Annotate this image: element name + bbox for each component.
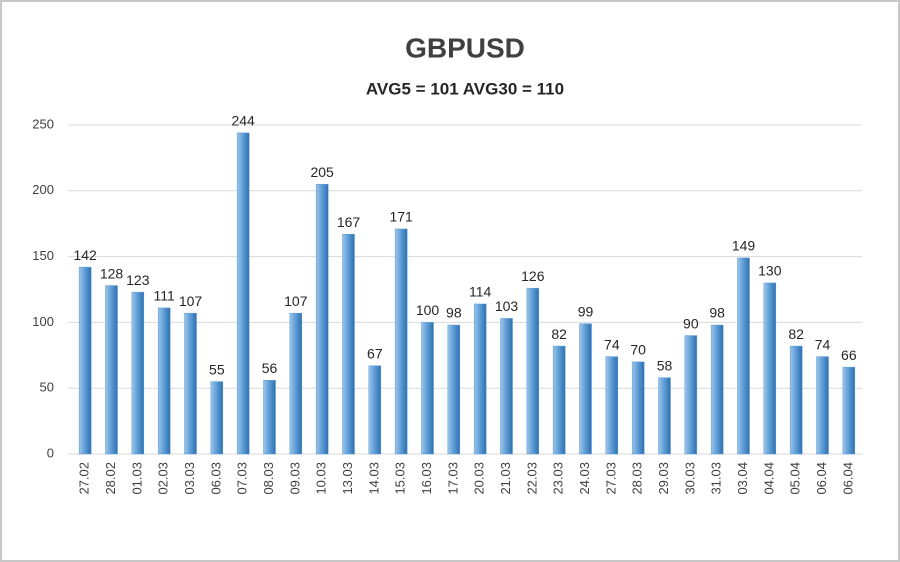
data-label: 98 [446,305,462,321]
bar [447,324,461,455]
y-tick-label: 50 [40,380,54,395]
x-tick-label: 23.03 [551,462,566,495]
data-label: 171 [389,209,413,225]
bar [658,377,671,455]
bar [131,291,145,455]
chart-subtitle: AVG5 = 101 AVG30 = 110 [366,79,564,98]
bar [500,318,513,455]
x-tick-label: 03.03 [182,462,197,495]
chart-title: GBPUSD [405,32,525,63]
bar [816,356,829,455]
x-tick-label: 20.03 [472,462,487,495]
data-label: 70 [630,342,646,358]
y-tick-label: 100 [32,314,54,329]
x-tick-label: 03.04 [735,462,750,495]
x-tick-label: 16.03 [419,462,434,495]
data-label: 100 [416,302,440,318]
data-label: 58 [657,357,673,373]
bar [394,228,408,455]
x-tick-label: 01.03 [129,462,144,495]
bar [710,324,724,455]
bar [289,312,303,455]
x-tick-label: 29.03 [656,462,671,495]
bar [684,335,698,455]
bar [368,365,382,455]
bar [473,303,487,455]
data-label: 82 [551,326,567,342]
y-tick-label: 250 [32,116,54,131]
x-tick-label: 07.03 [235,462,250,495]
bar [263,380,276,455]
data-label: 82 [788,326,804,342]
x-tick-label: 28.03 [630,462,645,495]
bar [763,282,777,455]
bar [552,345,566,455]
bar [842,366,856,455]
x-tick-label: 15.03 [393,462,408,495]
data-label: 142 [73,247,97,263]
x-tick-label: 28.02 [103,462,118,495]
y-tick-label: 150 [32,248,54,263]
data-label: 74 [604,336,620,352]
data-label: 126 [521,268,545,284]
data-label: 111 [154,288,175,304]
x-tick-label: 05.04 [788,462,803,495]
data-label: 67 [367,346,383,362]
data-label: 149 [732,238,756,254]
bar [78,266,92,455]
data-label: 74 [815,336,831,352]
x-tick-label: 21.03 [498,462,513,495]
data-label: 128 [100,265,124,281]
y-tick-label: 200 [32,182,54,197]
data-label: 107 [284,293,308,309]
bar [342,233,355,455]
data-label: 167 [337,214,361,230]
data-label: 114 [469,284,492,300]
x-tick-label: 10.03 [314,462,329,495]
x-tick-label: 06.04 [814,462,829,495]
bar [605,356,619,455]
bar [631,361,645,455]
x-tick-label: 06.04 [840,462,855,495]
data-label: 130 [758,263,782,279]
x-tick-label: 14.03 [366,462,381,495]
x-tick-label: 09.03 [287,462,302,495]
x-tick-label: 24.03 [577,462,592,495]
data-label: 123 [126,272,150,288]
bar [157,307,171,455]
bar [236,132,250,455]
data-label: 205 [310,164,334,180]
x-tick-label: 08.03 [261,462,276,495]
x-tick-label: 22.03 [524,462,539,495]
x-tick-label: 13.03 [340,462,355,495]
data-label: 99 [578,303,594,319]
bar [737,257,750,455]
x-tick-label: 02.03 [156,462,171,495]
data-label: 55 [209,361,225,377]
bar [184,312,197,455]
x-tick-label: 04.04 [761,462,776,495]
x-tick-label: 31.03 [709,462,724,495]
data-label: 56 [262,360,278,376]
data-label: 107 [179,293,203,309]
bar [210,381,224,455]
bar [105,285,118,455]
y-tick-label: 0 [47,445,54,460]
bar [526,287,540,455]
x-tick-label: 06.03 [208,462,223,495]
data-label: 98 [709,305,725,321]
x-tick-label: 27.02 [77,462,92,495]
data-label: 66 [841,347,857,363]
data-label: 244 [231,113,255,129]
data-label: 90 [683,315,699,331]
x-tick-label: 17.03 [445,462,460,495]
x-tick-label: 30.03 [682,462,697,495]
bar [579,323,592,455]
bar [789,345,803,455]
data-label: 103 [495,298,519,314]
bar [421,322,434,455]
x-tick-label: 27.03 [603,462,618,495]
bar [315,183,329,455]
